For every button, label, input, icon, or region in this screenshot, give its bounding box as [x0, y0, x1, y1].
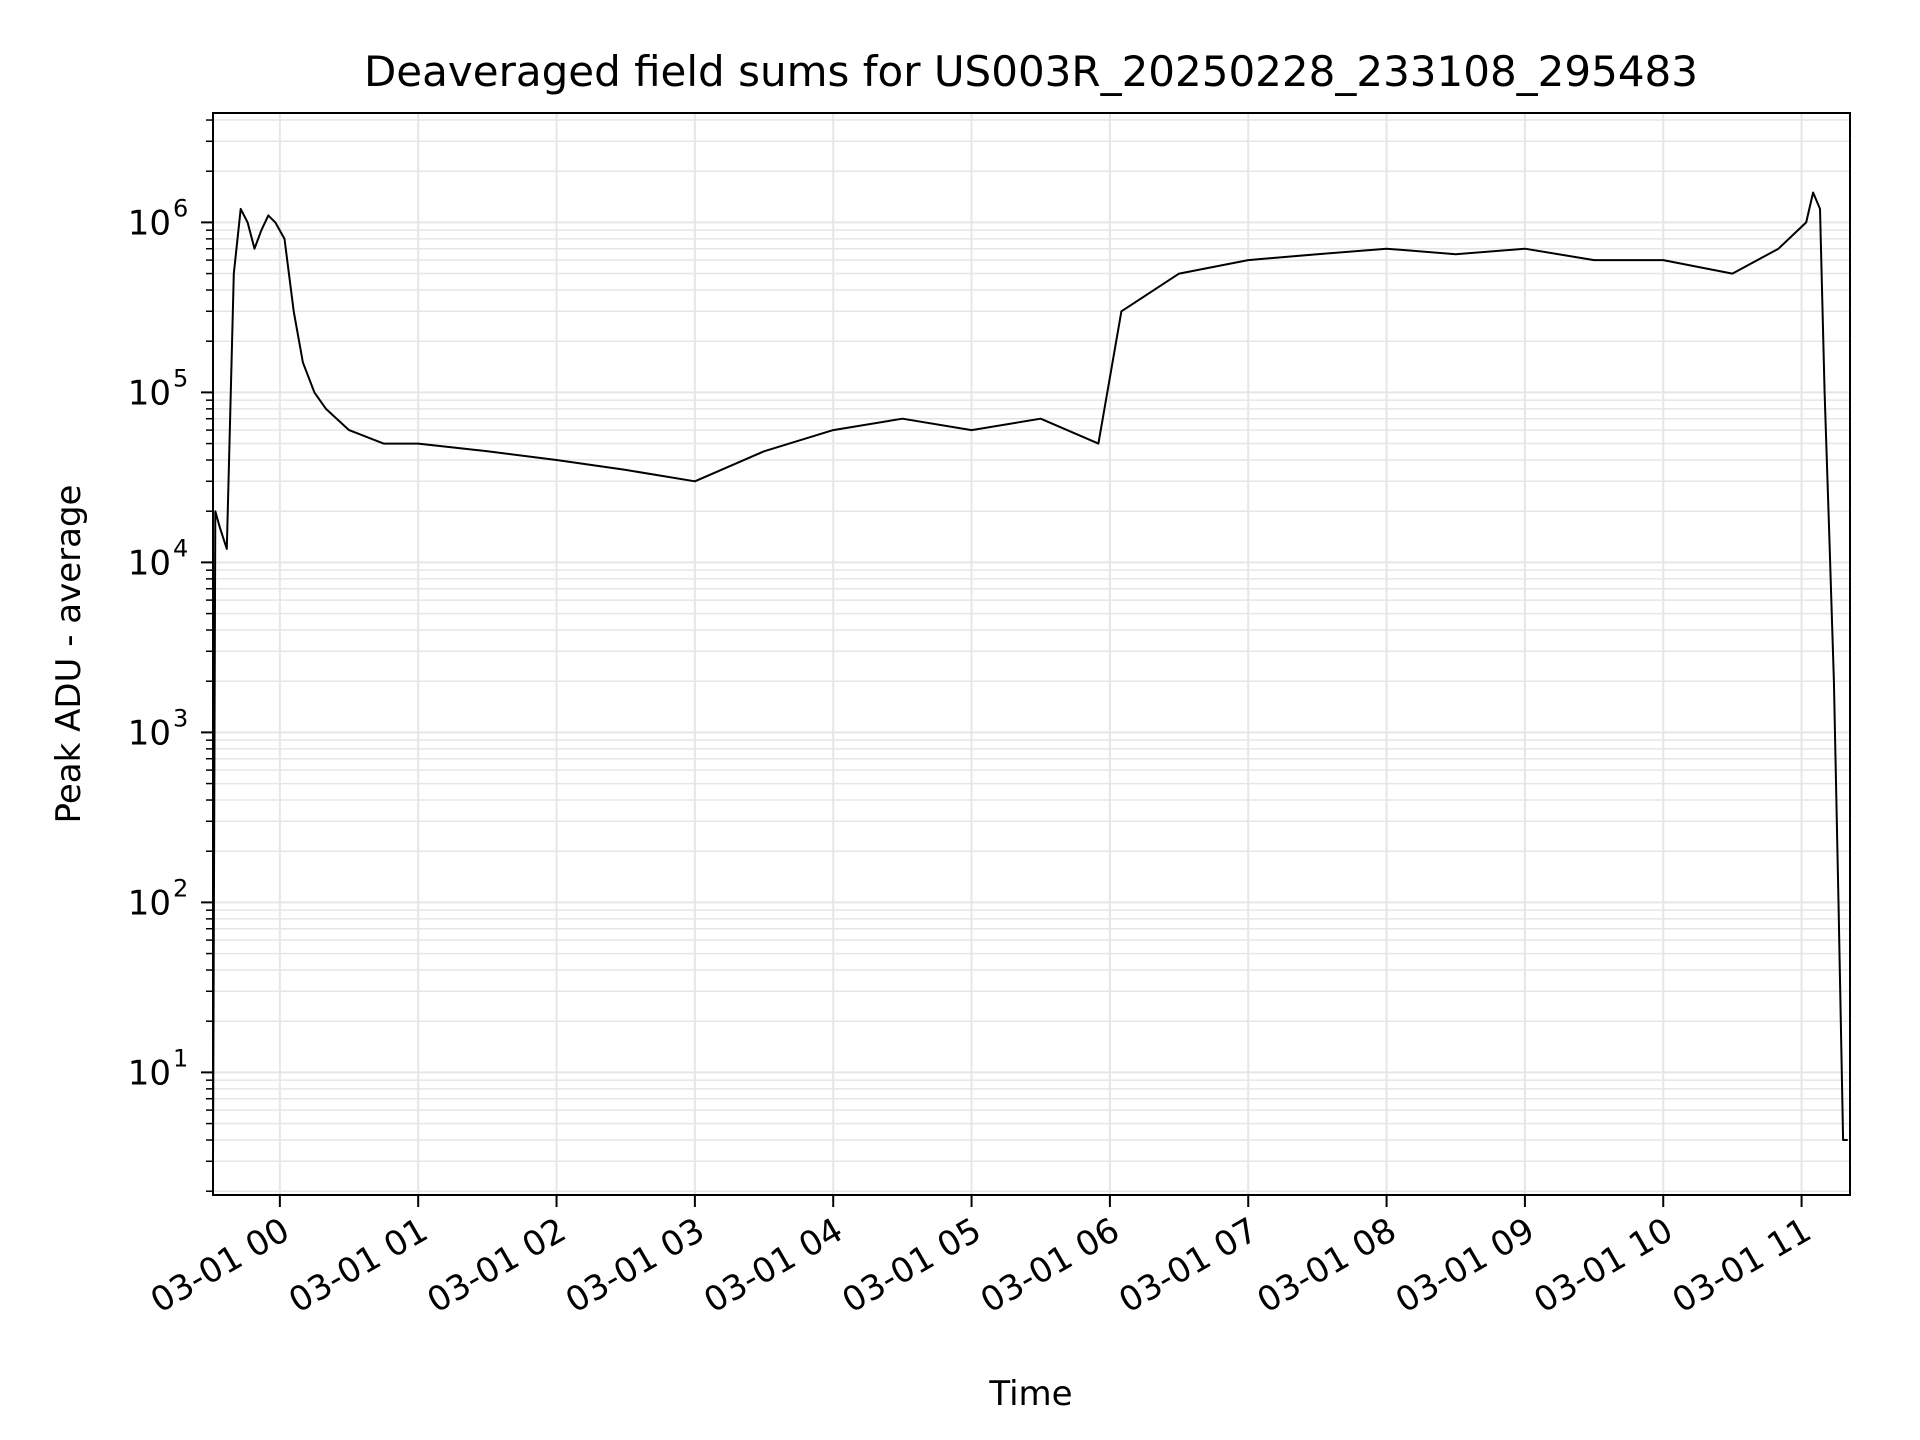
y-tick-label: 10 2 — [128, 874, 189, 923]
plot-frame — [212, 112, 1851, 1196]
y-tick-label: 10 1 — [128, 1044, 189, 1093]
grid — [213, 113, 1850, 1195]
series-line-group — [212, 191, 1848, 1162]
y-tick-label: 10 3 — [128, 704, 189, 753]
y-tick-exponent: 1 — [173, 1044, 188, 1072]
series-line — [212, 191, 1848, 1162]
y-tick-label: 10 5 — [128, 364, 189, 413]
y-tick-exponent: 5 — [173, 364, 188, 392]
y-tick-exponent: 2 — [173, 874, 188, 902]
y-tick-base: 10 — [128, 373, 171, 413]
y-tick-base: 10 — [128, 713, 171, 753]
y-tick-label: 10 6 — [128, 194, 189, 243]
y-tick-base: 10 — [128, 203, 171, 243]
y-tick-base: 10 — [128, 883, 171, 923]
y-tick-exponent: 4 — [173, 534, 188, 562]
y-tick-exponent: 6 — [173, 194, 188, 222]
y-tick-label: 10 4 — [128, 534, 189, 583]
chart-title: Deaveraged field sums for US003R_2025022… — [364, 47, 1698, 96]
y-tick-exponent: 3 — [173, 704, 188, 732]
y-tick-base: 10 — [128, 543, 171, 583]
y-axis-label: Peak ADU - average — [49, 485, 89, 824]
y-tick-base: 10 — [128, 1053, 171, 1093]
x-axis-label: Time — [988, 1374, 1072, 1414]
